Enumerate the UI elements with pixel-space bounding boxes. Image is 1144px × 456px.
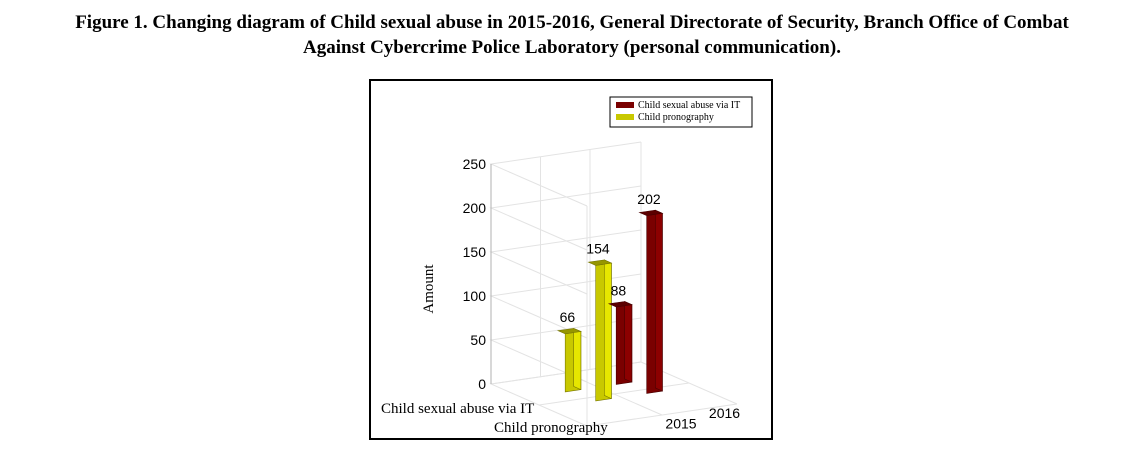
bar-0-0 bbox=[556, 327, 582, 393]
legend-label: Child pronography bbox=[638, 112, 714, 123]
bar-side-face bbox=[624, 301, 633, 383]
gridline bbox=[489, 141, 642, 207]
bar-value-label: 154 bbox=[586, 241, 610, 257]
bar-top-face bbox=[556, 328, 582, 335]
y-tick-label: 100 bbox=[463, 288, 487, 304]
bar-value-label: 66 bbox=[560, 309, 576, 325]
y-axis-ticks: 0 50 100 150 200 250 2015 2016 bbox=[463, 156, 741, 431]
gridline bbox=[489, 185, 642, 251]
category-tick-label: 2016 bbox=[709, 405, 740, 421]
caption-line-2: Against Cybercrime Police Laboratory (pe… bbox=[303, 37, 841, 58]
bar-side-face bbox=[604, 259, 612, 400]
y-tick-label: 250 bbox=[463, 156, 487, 172]
chart-labels: 154 66 202 88 Amount Child sexual abuse via I… bbox=[381, 191, 661, 436]
bar-1-0 bbox=[607, 301, 633, 385]
caption-line-1: Figure 1. Changing diagram of Child sexu… bbox=[75, 12, 1069, 33]
bar-value-label: 202 bbox=[637, 191, 661, 207]
bar-1-1 bbox=[638, 209, 664, 394]
chart-svg: 0 50 100 150 200 250 2015 2016 154 66 202 88 Amount… bbox=[381, 96, 753, 436]
series-axis-label-2: Child pronography bbox=[494, 420, 608, 436]
y-tick-label: 150 bbox=[463, 244, 487, 260]
legend-label: Child sexual abuse via IT bbox=[638, 100, 740, 111]
series-axis-label-1: Child sexual abuse via IT bbox=[381, 401, 534, 417]
y-tick-label: 0 bbox=[478, 376, 486, 392]
legend-swatch bbox=[616, 114, 634, 120]
y-axis-title: Amount bbox=[421, 264, 437, 314]
chart-grid bbox=[489, 141, 738, 427]
y-tick-label: 50 bbox=[470, 332, 486, 348]
figure-caption: Figure 1. Changing diagram of Child sexu… bbox=[0, 10, 1144, 60]
bar-side-face bbox=[654, 209, 663, 392]
category-tick-label: 2015 bbox=[665, 415, 696, 431]
chart-bars bbox=[556, 209, 664, 402]
bar-0-1 bbox=[587, 259, 613, 402]
bar-top-face bbox=[607, 301, 633, 308]
bar-value-label: 88 bbox=[611, 282, 627, 298]
bar-top-face bbox=[638, 209, 664, 216]
legend-swatch bbox=[616, 102, 634, 108]
gridline bbox=[565, 372, 663, 416]
chart-frame: 0 50 100 150 200 250 2015 2016 154 66 202 88 Amount… bbox=[369, 79, 773, 440]
y-tick-label: 200 bbox=[463, 200, 487, 216]
bar-top-face bbox=[587, 259, 613, 266]
bar-side-face bbox=[573, 327, 582, 391]
